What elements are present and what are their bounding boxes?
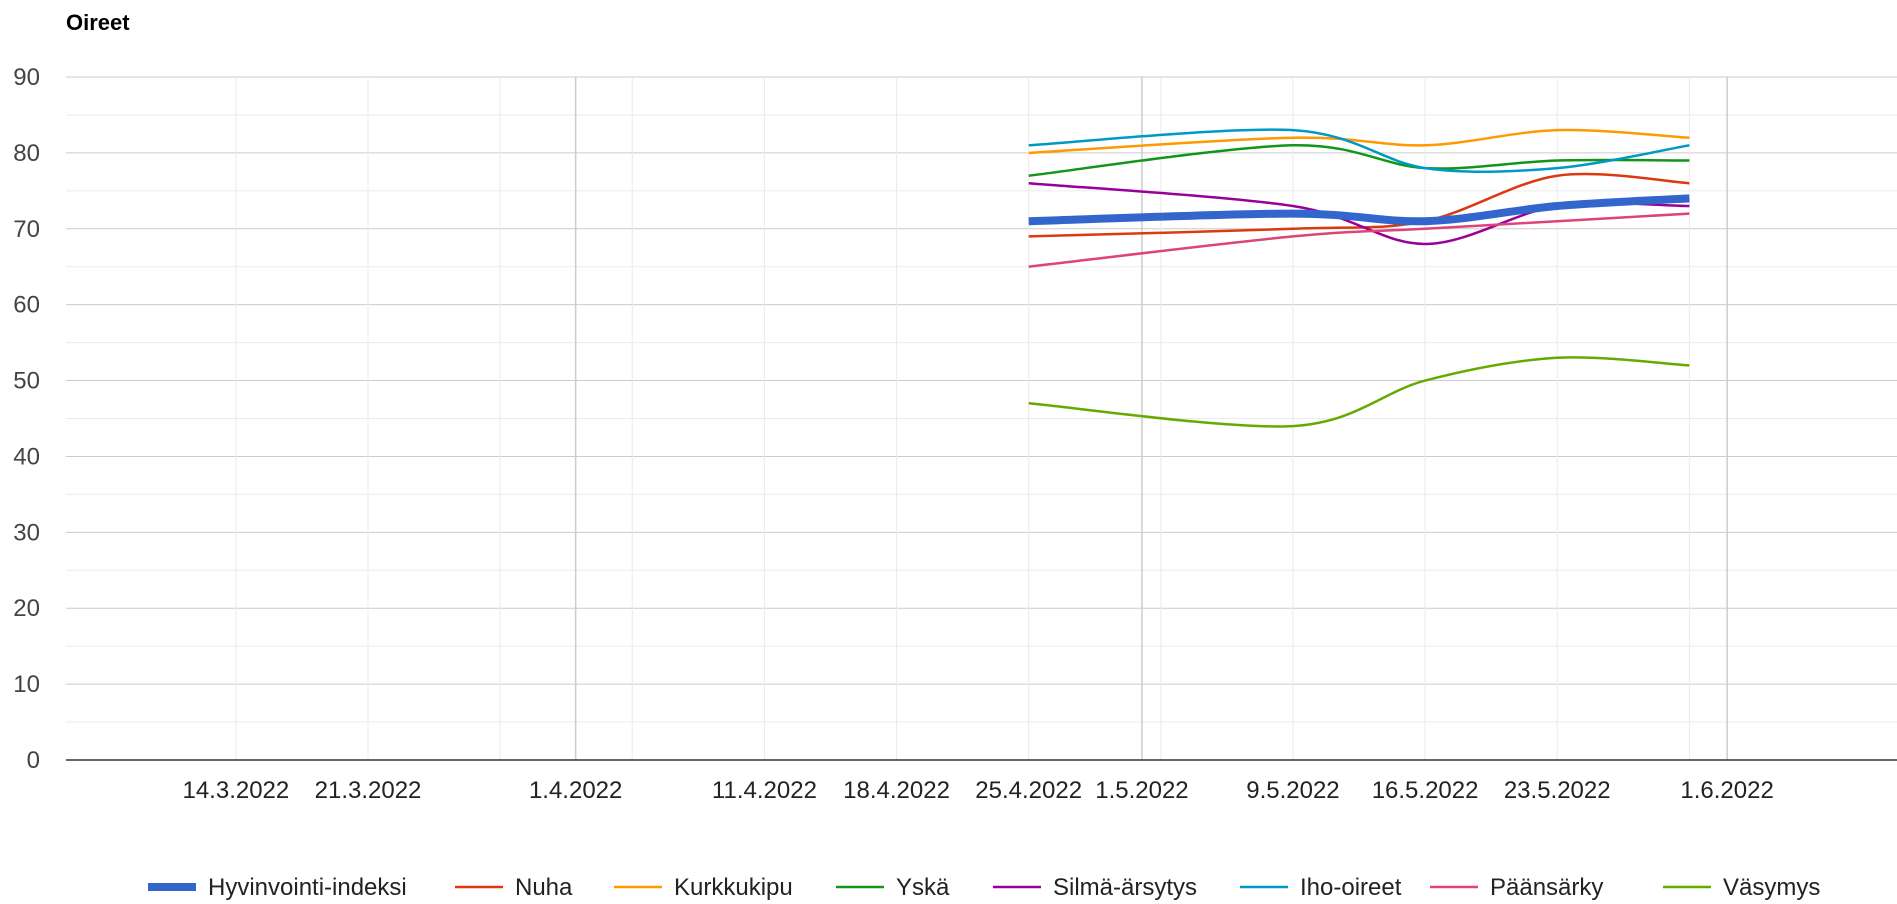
y-tick-label: 10: [13, 671, 40, 698]
legend-item[interactable]: Iho-oireet: [1240, 874, 1402, 901]
series-line-hyvinvointi-indeksi: [1028, 194, 1690, 226]
x-axis: 14.3.2022 21.3.2022 1.4.2022 11.4.2022 18.4.…: [66, 759, 1897, 804]
y-tick-label: 90: [13, 64, 40, 91]
x-tick-label: 1.6.2022: [1680, 777, 1773, 804]
legend-label: Iho-oireet: [1300, 874, 1402, 901]
x-tick-label: 1.4.2022: [529, 777, 622, 804]
y-tick-label: 40: [13, 443, 40, 470]
legend-item[interactable]: Väsymys: [1663, 874, 1820, 901]
y-tick-label: 0: [27, 747, 40, 774]
x-tick-label: 9.5.2022: [1246, 777, 1339, 804]
x-tick-label: 1.5.2022: [1095, 777, 1188, 804]
y-tick-label: 20: [13, 595, 40, 622]
x-tick-label: 21.3.2022: [315, 777, 422, 804]
legend-label: Kurkkukipu: [674, 874, 793, 901]
x-tick-label: 18.4.2022: [843, 777, 950, 804]
series-layer: [1028, 128, 1690, 428]
legend-label: Väsymys: [1723, 874, 1820, 901]
y-axis: 0 10 20 30 40 50 60 70 80 90: [13, 64, 40, 774]
legend-label: Päänsärky: [1490, 874, 1603, 901]
x-tick-label: 25.4.2022: [975, 777, 1082, 804]
y-tick-label: 80: [13, 140, 40, 167]
legend-item[interactable]: Hyvinvointi-indeksi: [148, 874, 407, 901]
legend-item[interactable]: Päänsärky: [1430, 874, 1603, 901]
legend[interactable]: Hyvinvointi-indeksi Nuha Kurkkukipu Yskä Sil…: [148, 874, 1820, 901]
chart-title: Oireet: [66, 10, 130, 35]
major-gridlines: [66, 76, 1897, 685]
legend-label: Nuha: [515, 874, 573, 901]
legend-item[interactable]: Silmä-ärsytys: [993, 874, 1197, 901]
series-line-kurkkukipu: [1028, 128, 1690, 155]
x-tick-label: 16.5.2022: [1372, 777, 1479, 804]
y-tick-label: 60: [13, 292, 40, 319]
legend-item[interactable]: Yskä: [836, 874, 950, 901]
x-tick-label: 11.4.2022: [712, 777, 817, 804]
y-tick-label: 50: [13, 368, 40, 395]
legend-item[interactable]: Nuha: [455, 874, 573, 901]
legend-label: Silmä-ärsytys: [1053, 874, 1197, 901]
x-tick-label: 14.3.2022: [182, 777, 289, 804]
series-line-väsymys: [1028, 356, 1690, 428]
legend-label: Yskä: [896, 874, 950, 901]
series-line-päänsärky: [1028, 212, 1690, 268]
series-line-yskä: [1028, 144, 1690, 177]
x-gridlines: [235, 77, 1728, 760]
x-tick-label: 23.5.2022: [1504, 777, 1611, 804]
minor-gridlines: [66, 114, 1897, 723]
series-line-iho-oireet: [1028, 128, 1690, 173]
legend-label: Hyvinvointi-indeksi: [208, 874, 407, 901]
y-tick-label: 70: [13, 216, 40, 243]
legend-item[interactable]: Kurkkukipu: [614, 874, 793, 901]
y-tick-label: 30: [13, 519, 40, 546]
